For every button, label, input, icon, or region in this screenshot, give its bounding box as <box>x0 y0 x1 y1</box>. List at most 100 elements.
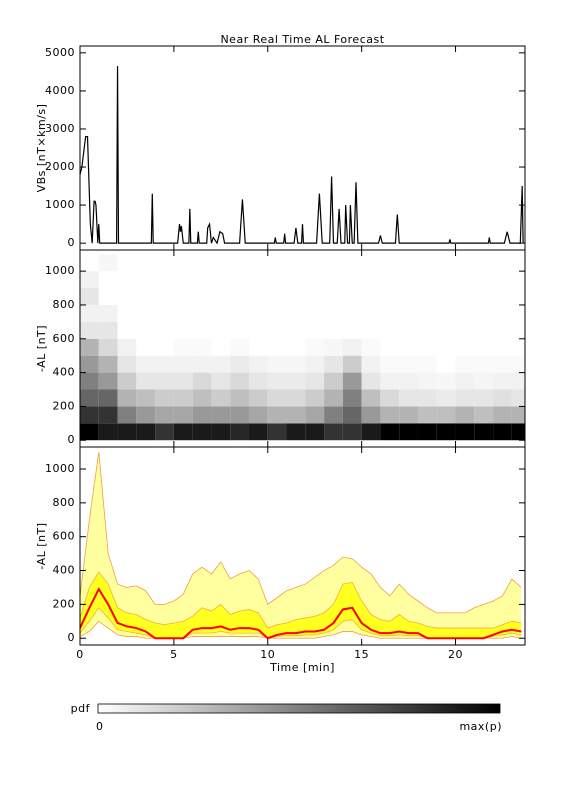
heatmap-cell <box>192 372 212 390</box>
heatmap-cell <box>417 406 437 424</box>
heatmap-cell <box>305 321 325 339</box>
heatmap-cell <box>230 254 249 272</box>
x-tick-label: 5 <box>170 648 178 661</box>
chart-title: Near Real Time AL Forecast <box>220 33 384 46</box>
heatmap-cell <box>267 288 287 305</box>
heatmap-cell <box>80 406 99 424</box>
x-tick-label: 10 <box>260 648 275 661</box>
heatmap-cell <box>380 406 400 424</box>
heatmap-cell <box>399 338 418 356</box>
heatmap-cell <box>248 288 268 305</box>
heatmap-cell <box>136 423 156 441</box>
heatmap-cell <box>399 372 418 390</box>
heatmap-cell <box>230 406 249 424</box>
heatmap-cell <box>230 355 249 373</box>
heatmap-cell <box>136 304 156 322</box>
heatmap-cell <box>80 271 99 289</box>
heatmap-cell <box>511 304 525 322</box>
heatmap-cell <box>474 288 494 305</box>
heatmap-cell <box>117 423 137 441</box>
heatmap-cell <box>455 355 475 373</box>
heatmap-cell <box>211 288 231 305</box>
heatmap-cell <box>417 338 437 356</box>
heatmap-cell <box>493 304 512 322</box>
y-tick-label: 1000 <box>45 198 75 211</box>
heatmap-cell <box>493 423 512 441</box>
heatmap-cell <box>380 288 400 305</box>
heatmap-cell <box>361 406 381 424</box>
heatmap-cell <box>474 254 494 272</box>
heatmap-cell <box>324 271 343 289</box>
heatmap-cell <box>493 321 512 339</box>
x-tick-label: 0 <box>76 648 84 661</box>
heatmap-cell <box>361 423 381 441</box>
heatmap-cell <box>230 271 249 289</box>
heatmap-cell <box>267 254 287 272</box>
heatmap-cell <box>155 355 174 373</box>
heatmap-cell <box>192 406 212 424</box>
heatmap-cell <box>173 406 193 424</box>
plot-area <box>80 66 524 245</box>
plot-area <box>80 254 525 441</box>
heatmap-cell <box>474 271 494 289</box>
heatmap-cell <box>173 355 193 373</box>
heatmap-cell <box>417 271 437 289</box>
plot-frame <box>79 45 526 251</box>
heatmap-cell <box>380 338 400 356</box>
heatmap-cell <box>136 406 156 424</box>
heatmap-cell <box>267 355 287 373</box>
heatmap-cell <box>511 321 525 339</box>
heatmap-cell <box>455 321 475 339</box>
heatmap-cell <box>117 372 137 390</box>
heatmap-cell <box>267 423 287 441</box>
heatmap-cell <box>155 389 174 407</box>
heatmap-cell <box>399 389 418 407</box>
heatmap-cell <box>493 406 512 424</box>
heatmap-cell <box>342 372 362 390</box>
heatmap-cell <box>399 254 418 272</box>
heatmap-cell <box>474 423 494 441</box>
heatmap-cell <box>380 389 400 407</box>
heatmap-cell <box>117 288 137 305</box>
heatmap-cell <box>399 288 418 305</box>
heatmap-cell <box>324 321 343 339</box>
heatmap-cell <box>342 389 362 407</box>
colorbar-max-label: max(p) <box>459 720 502 733</box>
heatmap-cell <box>248 423 268 441</box>
heatmap-cell <box>361 254 381 272</box>
heatmap-cell <box>267 372 287 390</box>
heatmap-cell <box>248 355 268 373</box>
heatmap-cell <box>361 271 381 289</box>
heatmap-cell <box>173 423 193 441</box>
heatmap-cell <box>267 321 287 339</box>
heatmap-cell <box>211 389 231 407</box>
heatmap-cell <box>417 372 437 390</box>
heatmap-cell <box>117 321 137 339</box>
heatmap-cell <box>80 254 99 272</box>
heatmap-cell <box>98 254 118 272</box>
heatmap-cell <box>380 355 400 373</box>
heatmap-cell <box>455 288 475 305</box>
heatmap-cell <box>474 372 494 390</box>
heatmap-cell <box>455 423 475 441</box>
heatmap-cell <box>80 355 99 373</box>
heatmap-cell <box>399 406 418 424</box>
heatmap-cell <box>155 254 174 272</box>
heatmap-cell <box>211 423 231 441</box>
heatmap-cell <box>511 338 525 356</box>
x-tick-label: 15 <box>354 648 369 661</box>
heatmap-cell <box>361 288 381 305</box>
heatmap-cell <box>173 271 193 289</box>
heatmap-cell <box>493 338 512 356</box>
heatmap-cell <box>136 288 156 305</box>
heatmap-cell <box>342 355 362 373</box>
y-tick-label: 0 <box>68 631 76 644</box>
y-tick-label: 5000 <box>45 46 75 59</box>
plot-frame <box>79 446 526 646</box>
heatmap-cell <box>248 304 268 322</box>
y-tick-label: 400 <box>53 564 76 577</box>
heatmap-cell <box>324 304 343 322</box>
heatmap-cell <box>324 355 343 373</box>
heatmap-cell <box>399 304 418 322</box>
